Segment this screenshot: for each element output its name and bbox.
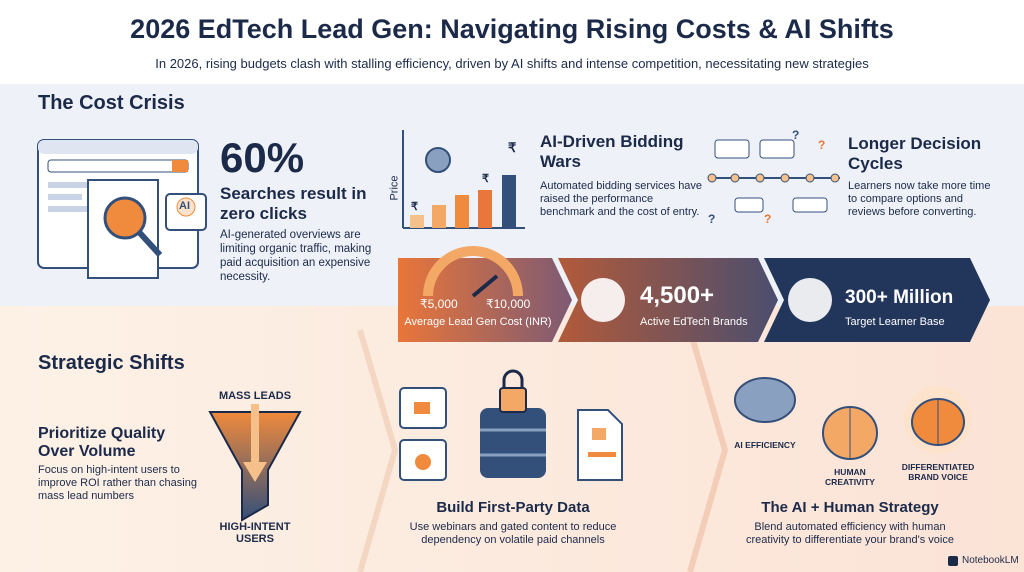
card-title: Prioritize Quality Over Volume: [38, 425, 166, 460]
stat-label: Searches result in zero clicks: [220, 184, 367, 223]
question-icon: ?: [818, 138, 826, 152]
gauge-low: ₹5,000: [420, 297, 458, 311]
funnel-top: MASS LEADS: [218, 390, 292, 402]
subtitle: In 2026, rising budgets clash with stall…: [155, 56, 869, 71]
description: Learners now take more time to compare o…: [848, 180, 991, 218]
description: Focus on high-intent users to improve RO…: [38, 464, 197, 502]
brain-label: HUMAN CREATIVITY: [825, 467, 875, 487]
banner-stat: 4,500+: [640, 282, 715, 309]
icon-label: AI: [179, 200, 190, 212]
banner-stat: 300+ Million: [845, 287, 954, 308]
description: Use webinars and gated content to reduce…: [409, 521, 617, 546]
card-title: Build First-Party Data: [436, 499, 590, 516]
brain-label: DIFFERENTIATED BRAND VOICE: [901, 462, 975, 482]
gauge-high: ₹10,000: [486, 297, 531, 311]
question-icon: ?: [764, 212, 772, 226]
banner-label: Average Lead Gen Cost (INR): [404, 316, 552, 328]
section-heading: Strategic Shifts: [38, 352, 185, 374]
banner-label: Active EdTech Brands: [640, 316, 748, 328]
description: Automated bidding services have raised t…: [540, 180, 703, 218]
card-title: AI-Driven Bidding Wars: [540, 132, 684, 171]
card-title: Longer Decision Cycles: [848, 134, 982, 173]
description: Blend automated efficiency with human cr…: [746, 521, 954, 546]
stat: 60%: [220, 134, 305, 181]
section-heading: The Cost Crisis: [38, 92, 185, 114]
title: 2026 EdTech Lead Gen: Navigating Rising …: [130, 14, 894, 44]
card-title: The AI + Human Strategy: [761, 499, 939, 516]
banner-label: Target Learner Base: [845, 316, 945, 328]
coin-symbol: ₹: [482, 173, 489, 185]
coin-symbol: ₹: [411, 201, 418, 213]
coin-symbol: ₹: [508, 140, 517, 155]
axis-label: Price: [388, 175, 401, 201]
funnel-bottom: HIGH-INTENT USERS: [219, 521, 291, 545]
footer-brand: NotebookLM: [962, 555, 1019, 566]
question-icon: ?: [792, 128, 800, 142]
brain-label: AI EFFICIENCY: [734, 440, 796, 450]
description: AI-generated overviews are limiting orga…: [220, 229, 372, 283]
question-icon: ?: [708, 212, 716, 226]
